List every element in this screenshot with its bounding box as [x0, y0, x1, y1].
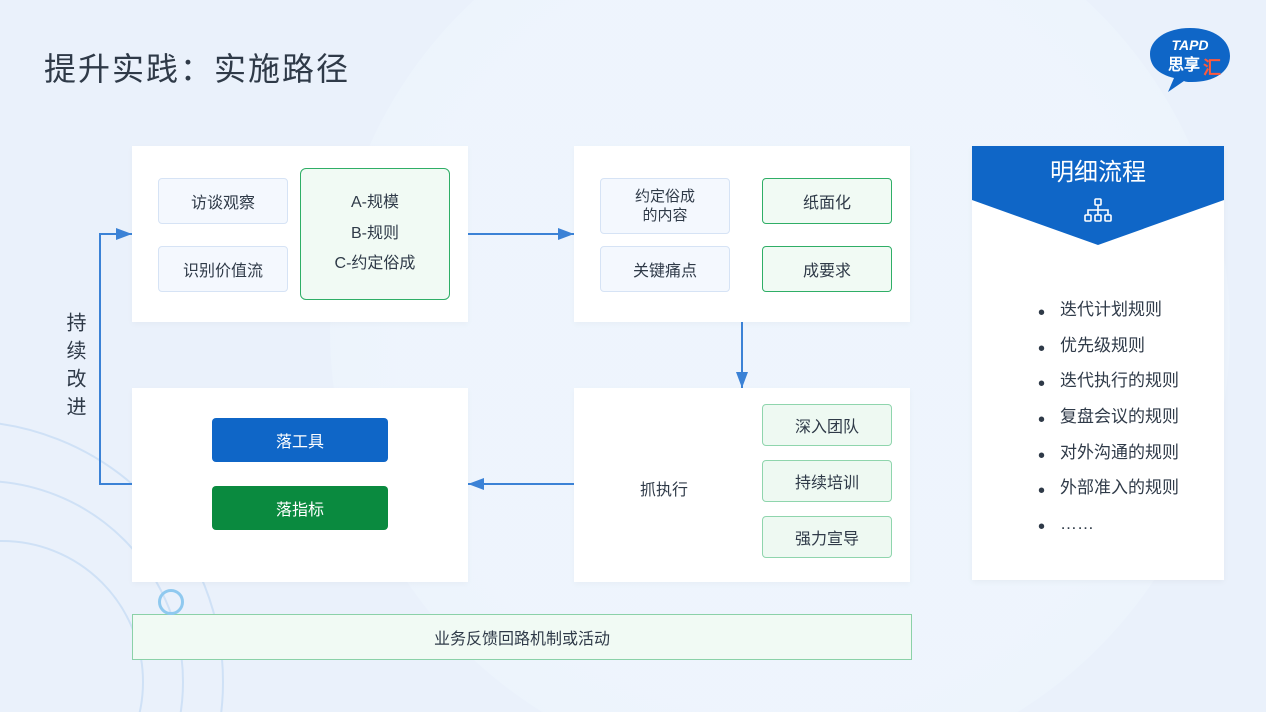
- node-into-team: 深入团队: [762, 404, 892, 446]
- right-panel-item: 优先级规则: [1038, 328, 1204, 364]
- sitemap-icon: [972, 200, 1224, 229]
- brand-logo: TAPD 思享 汇: [1144, 24, 1236, 101]
- right-panel-item: 迭代计划规则: [1038, 292, 1204, 328]
- svg-text:TAPD: TAPD: [1171, 37, 1208, 53]
- node-continuous-training: 持续培训: [762, 460, 892, 502]
- right-panel-header: 明细流程: [972, 146, 1224, 200]
- node-interview-observe: 访谈观察: [158, 178, 288, 224]
- right-panel-item: 迭代执行的规则: [1038, 363, 1204, 399]
- right-panel-item: 复盘会议的规则: [1038, 399, 1204, 435]
- decor-circle: [158, 589, 184, 615]
- node-convention-content: 约定俗成 的内容: [600, 178, 730, 234]
- right-panel-item: 外部准入的规则: [1038, 470, 1204, 506]
- svg-text:汇: 汇: [1203, 58, 1221, 78]
- node-strong-promotion: 强力宣导: [762, 516, 892, 558]
- right-panel-list: 迭代计划规则优先级规则迭代执行的规则复盘会议的规则对外沟通的规则外部准入的规则……: [998, 292, 1204, 542]
- node-to-requirement: 成要求: [762, 246, 892, 292]
- node-identify-value-stream: 识别价值流: [158, 246, 288, 292]
- page-title: 提升实践：实施路径: [44, 44, 350, 90]
- panel-2: [574, 146, 910, 322]
- right-panel: 明细流程 迭代计划规则优先级规则迭代执行的规则复盘会议的规则对外沟通的规则外部准…: [972, 146, 1224, 580]
- node-execute: 抓执行: [600, 466, 728, 510]
- right-panel-item: ……: [1038, 506, 1204, 542]
- label-continuous-improvement: 持续改进: [60, 312, 89, 424]
- node-to-paper: 纸面化: [762, 178, 892, 224]
- diagram-canvas: 访谈观察 识别价值流 A-规模 B-规则 C-约定俗成 约定俗成 的内容 关键痛…: [0, 0, 1266, 712]
- node-abc-rules: A-规模 B-规则 C-约定俗成: [300, 168, 450, 300]
- node-land-tools: 落工具: [212, 418, 388, 462]
- node-land-metrics: 落指标: [212, 486, 388, 530]
- right-panel-item: 对外沟通的规则: [1038, 435, 1204, 471]
- svg-text:思享: 思享: [1168, 55, 1200, 74]
- footer-feedback-loop: 业务反馈回路机制或活动: [132, 614, 912, 660]
- node-key-painpoints: 关键痛点: [600, 246, 730, 292]
